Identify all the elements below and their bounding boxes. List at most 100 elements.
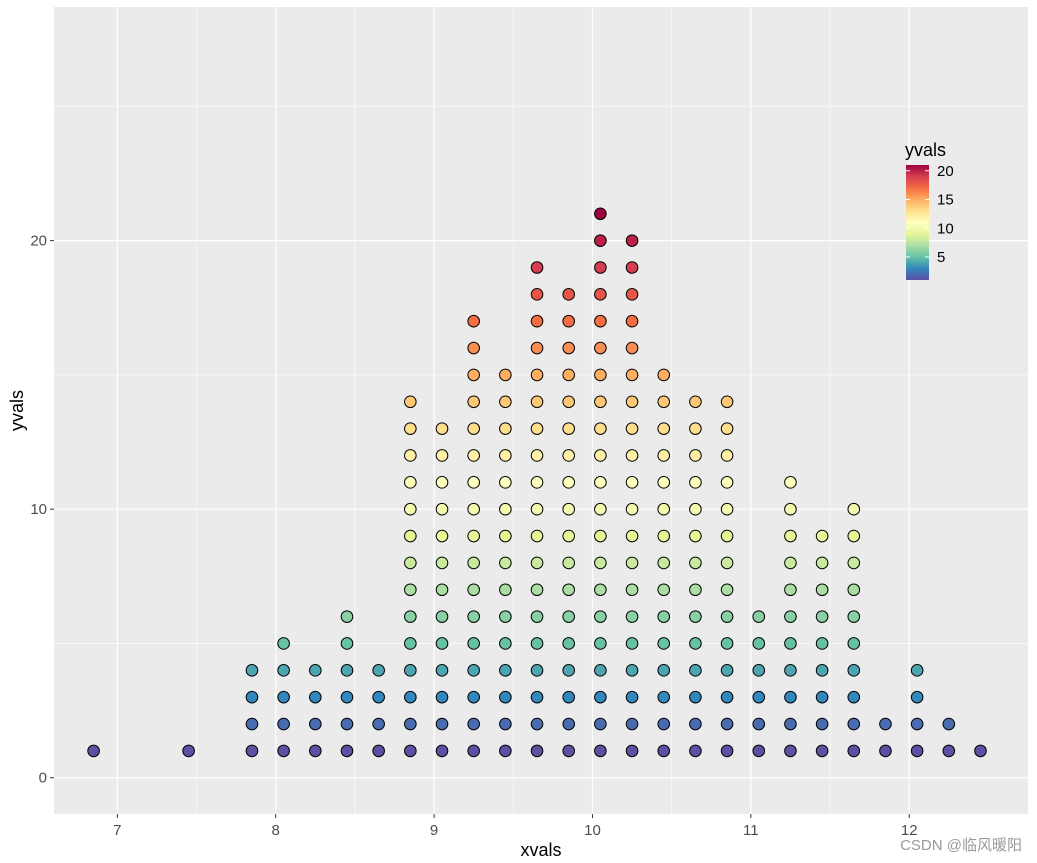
data-point [530,744,544,758]
data-point [625,368,639,382]
data-point [657,449,671,462]
data-point [625,502,639,516]
data-point [784,637,797,650]
data-point [910,744,924,758]
data-point [562,395,576,409]
data-point [404,422,417,435]
data-point [499,610,512,623]
data-point [720,502,734,516]
data-point [499,476,512,489]
data-point [467,717,480,731]
data-point [499,717,512,731]
data-point [530,422,544,435]
data-point [562,341,576,355]
data-point [340,744,354,758]
data-point [562,288,576,301]
data-point [625,261,639,274]
data-point [657,744,671,758]
data-point [784,744,797,758]
data-point [87,744,100,758]
data-point [309,690,322,704]
x-axis-title: xvals [520,840,561,860]
data-point [815,556,829,570]
data-point [530,690,544,704]
data-point [277,744,290,758]
data-point [562,610,576,623]
data-point [309,664,322,677]
data-point [689,395,702,409]
data-point [530,610,544,623]
data-point [657,368,671,382]
data-point [974,744,987,758]
data-point [594,690,607,704]
data-point [530,583,544,597]
data-point [530,664,544,677]
data-point [562,556,576,570]
data-point [404,476,417,489]
data-point [689,637,702,650]
data-point [245,690,259,704]
data-point [499,583,512,597]
data-point [815,717,829,731]
data-point [530,368,544,382]
data-point [720,556,734,570]
data-point [562,529,576,543]
data-point [847,502,861,516]
data-point [752,690,766,704]
data-point [594,502,607,516]
data-point [562,502,576,516]
data-point [689,476,702,489]
data-point [657,717,671,731]
data-point [372,717,385,731]
data-point [530,502,544,516]
data-point [435,610,449,623]
x-tick-label: 9 [430,822,438,839]
data-point [277,637,290,650]
data-point [277,690,290,704]
data-point [910,717,924,731]
data-point [467,341,480,355]
data-point [467,690,480,704]
data-point [689,529,702,543]
data-point [625,529,639,543]
colorbar-legend: yvals 5 10 15 20 [905,140,954,280]
data-point [499,422,512,435]
data-point [784,610,797,623]
data-point [815,583,829,597]
data-point [720,476,734,489]
data-point [625,288,639,301]
data-point [689,502,702,516]
data-point [847,637,861,650]
data-point [562,744,576,758]
data-point [467,664,480,677]
data-point [657,690,671,704]
data-point [625,314,639,328]
data-point [404,664,417,677]
data-point [182,744,195,758]
data-point [435,449,449,462]
data-point [467,422,480,435]
data-point [657,583,671,597]
data-point [594,476,607,489]
data-point [562,422,576,435]
data-point [625,637,639,650]
data-point [467,583,480,597]
data-point [309,717,322,731]
data-point [499,395,512,409]
data-point [594,422,607,435]
data-point [594,556,607,570]
data-point [625,583,639,597]
data-point [784,583,797,597]
data-point [625,341,639,355]
data-point [720,637,734,650]
data-point [625,690,639,704]
data-point [435,502,449,516]
data-point [435,744,449,758]
data-point [530,449,544,462]
data-point [784,717,797,731]
data-point [657,610,671,623]
data-point [720,717,734,731]
data-point [467,449,480,462]
data-point [562,449,576,462]
data-point [435,422,449,435]
